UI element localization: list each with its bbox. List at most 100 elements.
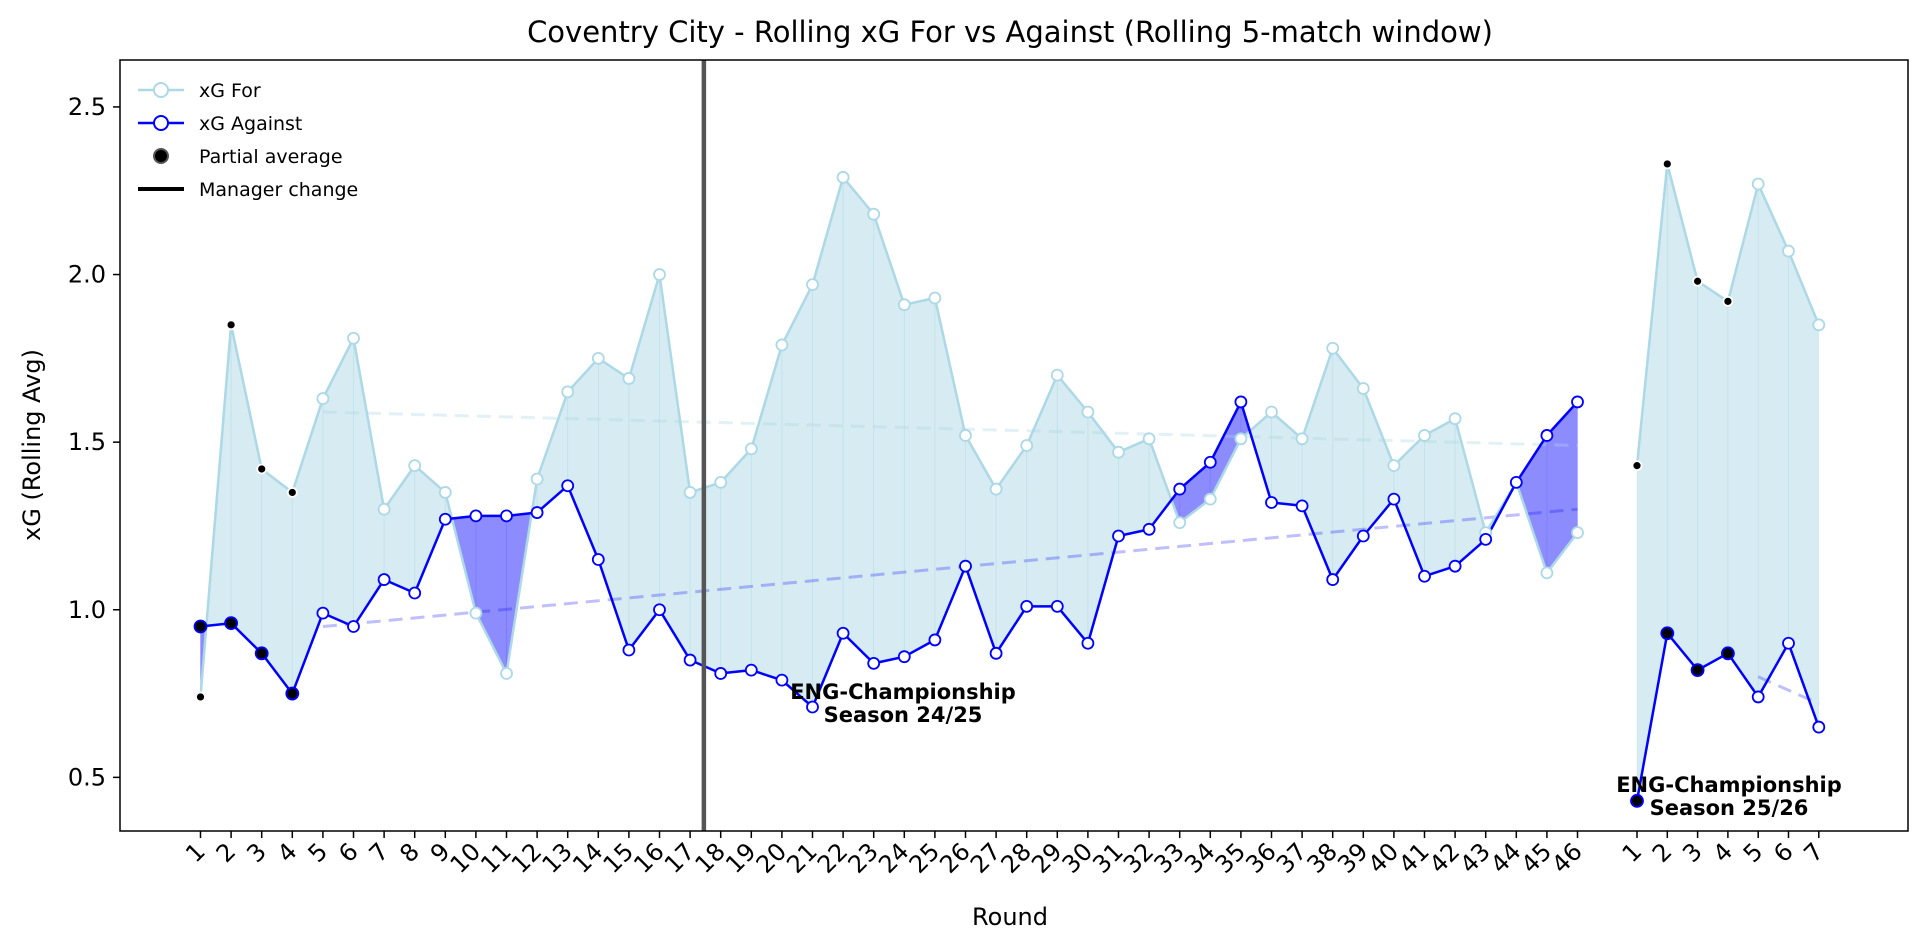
legend-label-xg-against: xG Against — [199, 113, 302, 135]
season-1-point-xg-against-round-17 — [683, 653, 697, 667]
season-1-fill-for-ahead — [842, 176, 875, 665]
season-1-point-xg-against-round-8 — [408, 586, 422, 600]
y-axis-title: xG (Rolling Avg) — [18, 349, 46, 541]
season-1-point-xg-for-round-1-partial — [195, 691, 206, 703]
legend-item-manager-change: Manager change — [138, 179, 358, 201]
season-1-point-xg-for-round-18 — [714, 475, 728, 489]
season-1-point-xg-for-round-13 — [561, 385, 575, 399]
legend-label-manager-change: Manager change — [199, 179, 358, 201]
season-1-point-xg-for-round-11 — [500, 667, 513, 680]
season-1-fill-for-ahead — [934, 297, 966, 641]
season-1-point-xg-against-round-1-partial — [193, 619, 208, 634]
season-1-fill-against-ahead — [475, 515, 507, 674]
season-1-fill-for-ahead — [1393, 434, 1425, 577]
season-1-point-xg-for-round-4-partial — [286, 487, 298, 498]
season-1-point-xg-against-round-41 — [1418, 569, 1431, 583]
season-1-point-xg-for-round-8 — [408, 459, 422, 473]
season-1-x-tick-label-5: 5 — [303, 837, 334, 868]
season-1-point-xg-for-round-28 — [1020, 439, 1034, 452]
season-1-point-xg-for-round-7 — [377, 502, 391, 516]
season-label-1: ENG-Championship Season 24/25 — [790, 680, 1016, 727]
season-2-x-tick-label-4: 4 — [1708, 837, 1739, 868]
season-1-point-xg-for-round-38 — [1326, 341, 1340, 355]
season-1-point-xg-against-round-6 — [347, 620, 360, 633]
season-1-point-xg-for-round-31 — [1112, 445, 1125, 459]
season-2-point-xg-against-round-4-partial — [1721, 646, 1735, 661]
season-1-point-xg-for-round-19 — [744, 442, 758, 456]
season-2-fill-for-ahead — [1757, 183, 1789, 699]
season-2-point-xg-for-round-7 — [1812, 318, 1826, 332]
plot-area — [193, 60, 1826, 831]
season-1-point-xg-against-round-21 — [806, 700, 819, 714]
season-2-point-xg-for-round-6 — [1782, 244, 1795, 258]
season-1-x-tick-label-46: 46 — [1546, 837, 1587, 878]
season-1-point-xg-for-round-33 — [1173, 516, 1187, 529]
season-1-x-tick-label-6: 6 — [333, 837, 364, 868]
season-1-trend-xg-against — [322, 507, 1578, 629]
legend-marker-partial — [153, 148, 169, 164]
season-2-fill-for-ahead — [1697, 280, 1729, 671]
season-1-point-xg-for-round-21 — [806, 278, 819, 291]
season-2-x-tick-label-2: 2 — [1647, 837, 1678, 868]
season-1-point-xg-against-round-30 — [1081, 636, 1095, 650]
legend-label-xg-for: xG For — [199, 80, 261, 102]
season-1-point-xg-against-round-10 — [469, 509, 483, 523]
season-2-point-xg-against-round-1-partial — [1630, 793, 1644, 808]
season-1-fill-for-ahead — [812, 177, 844, 708]
season-1-point-xg-for-round-39 — [1356, 382, 1370, 395]
season-1-point-xg-against-round-37 — [1295, 499, 1309, 513]
season-1-point-xg-against-round-31 — [1112, 529, 1125, 543]
season-1-point-xg-for-round-15 — [622, 372, 636, 385]
season-1-point-xg-against-round-43 — [1479, 532, 1493, 546]
season-2-point-xg-against-round-3-partial — [1690, 663, 1705, 677]
season-1-point-xg-against-round-20 — [775, 673, 789, 687]
season-label-1-line1: ENG-Championship — [790, 680, 1016, 704]
season-1-line-xg-for — [199, 176, 1579, 698]
season-1-point-xg-against-round-27 — [989, 646, 1003, 660]
season-1-point-xg-for-round-20 — [775, 338, 789, 352]
season-1-fill-against-ahead — [1546, 400, 1578, 575]
season-1-point-xg-against-round-3-partial — [254, 646, 269, 661]
season-1-point-xg-for-round-27 — [989, 482, 1003, 496]
season-2-x-tick-label-5: 5 — [1738, 837, 1769, 868]
season-1-point-xg-against-round-16 — [653, 603, 666, 617]
season-2-point-xg-against-round-2-partial — [1660, 626, 1675, 641]
season-1-fill-for-ahead — [903, 297, 936, 658]
season-1-point-xg-for-round-34 — [1203, 492, 1217, 506]
season-2-point-xg-against-round-7 — [1812, 720, 1826, 734]
y-tick-label-2.5: 2.5 — [68, 93, 106, 121]
season-1-point-xg-against-round-44 — [1509, 475, 1523, 489]
season-1-point-xg-for-round-36 — [1265, 405, 1278, 419]
season-2-point-xg-for-round-5 — [1751, 177, 1765, 191]
season-1-point-xg-against-round-28 — [1020, 600, 1034, 613]
plot-frame — [119, 59, 1909, 832]
season-1-point-xg-for-round-25 — [928, 291, 942, 305]
season-1-point-xg-against-round-25 — [928, 633, 942, 647]
season-1-point-xg-against-round-4-partial — [285, 686, 300, 701]
season-1-point-xg-against-round-9 — [438, 512, 452, 526]
season-1-point-xg-for-round-9 — [438, 486, 452, 499]
season-1-point-xg-for-round-5 — [316, 392, 330, 405]
season-2-x-tick-label-3: 3 — [1677, 837, 1708, 868]
season-1-point-xg-against-round-5 — [316, 606, 330, 620]
season-1-point-xg-for-round-12 — [530, 472, 544, 486]
legend-item-xg-against: xG Against — [138, 113, 302, 135]
season-1-x-tick-label-2: 2 — [211, 837, 242, 868]
season-1-x-tick-label-3: 3 — [241, 837, 272, 868]
season-1-x-tick-label-8: 8 — [394, 837, 425, 868]
season-label-2-line1: ENG-Championship — [1616, 773, 1842, 797]
y-axis: 0.5 1.0 1.5 2.0 2.5 — [68, 93, 120, 791]
season-2-point-xg-against-round-5 — [1751, 690, 1765, 704]
season-1-trend-xg-for — [322, 410, 1578, 447]
x-axis: 1 2 3 4 5 6 7 8 91011121314151617181920212223242… — [180, 831, 1829, 879]
y-tick-label-0.5: 0.5 — [68, 763, 106, 791]
season-1-point-xg-for-round-24 — [897, 298, 911, 312]
season-1-point-xg-against-round-15 — [622, 643, 636, 657]
season-2-fill-for-ahead — [1636, 163, 1668, 801]
season-1-point-xg-against-round-22 — [836, 626, 850, 640]
season-1-fill-for-ahead — [230, 324, 263, 655]
season-2-x-tick-label-1: 1 — [1617, 837, 1648, 868]
season-1-point-xg-for-round-42 — [1448, 412, 1462, 426]
season-1-point-xg-against-round-38 — [1326, 573, 1340, 586]
season-2-point-xg-for-round-3-partial — [1692, 275, 1703, 287]
